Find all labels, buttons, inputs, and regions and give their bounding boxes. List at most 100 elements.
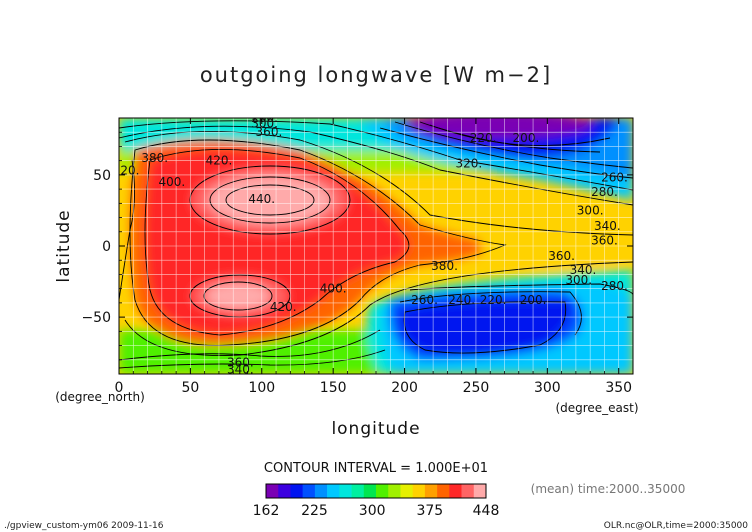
contour-260-south [399,291,582,336]
y-unit-label: (degree_north) [55,390,145,404]
colorbar-swatch [302,484,316,498]
colorbar-swatch [314,484,328,498]
colorbar-swatch [327,484,340,498]
contour-380 [129,139,507,346]
colorbar-tick-label: 375 [416,503,443,519]
contour-label: 380. [141,151,168,165]
colorbar-frame [265,483,487,499]
y-tick-label: 0 [102,239,111,255]
x-tick-label: 50 [181,380,199,396]
x-tick-label: 100 [248,380,275,396]
contour-320-north [119,120,633,191]
contour-label: 200. [513,131,540,145]
contour-label: 220. [470,131,497,145]
contour-label: 380. [431,259,458,273]
contour-label: 240. [448,293,475,307]
chart-title: outgoing longwave [W m−2] [200,63,552,87]
footer-left: ./gpview_custom-ym06 2009-11-16 [4,521,164,531]
contour-label: 300. [223,371,250,385]
contour-320-south [119,349,386,369]
footer-right: OLR.nc@OLR,time=2000:35000 [604,521,748,531]
x-tick-label: 350 [605,380,632,396]
contour-440-inner [225,184,315,216]
x-tick-label: 0 [115,380,124,396]
contour-440 [209,176,331,224]
contour-label: 220. [480,293,507,307]
contour-label: 340. [570,263,597,277]
y-axis: 50 0 −50 [81,131,633,361]
contour-label: 360. [548,249,575,263]
colorbar-swatch [473,484,487,498]
contour-label: 240. [274,100,301,114]
contour-lines [119,120,633,369]
colorbar-swatch [376,484,389,498]
contour-label: 400. [158,175,185,189]
grid [119,118,633,374]
contour-label: 420. [206,154,233,168]
x-axis: 0 50 100 150 200 250 300 350 [115,118,632,396]
contour-label: 200. [520,293,547,307]
contour-label: 260. [251,105,278,119]
contour-label: 360. [227,356,254,370]
colorbar-swatch [449,484,462,498]
colorbar-ticks: 162 225 300 375 448 [253,503,500,519]
contour-label: 320. [113,164,140,178]
colorbar-swatch [290,484,303,498]
field-east-yellow [480,223,633,267]
colorbar-swatch [363,484,377,498]
contour-label: 260. [411,293,438,307]
colorbar-swatch [461,484,475,498]
y-axis-title: latitude [54,209,74,282]
field-se-darkblue [399,299,571,355]
contour-label: 360. [256,125,283,139]
colorbar-tick-label: 448 [473,503,500,519]
x-tick-label: 200 [391,380,418,396]
x-tick-label: 150 [320,380,347,396]
contour-400 [144,149,410,336]
contour-label: 320. [455,157,482,171]
x-tick-label: 250 [463,380,490,396]
y-tick-label: −50 [81,310,111,326]
contour-label: 340. [594,219,621,233]
contour-320-west [119,159,136,301]
colorbar-swatch [400,484,413,498]
contour-labels: 440.420.400.380.320.420.400.380.320.220.… [113,100,628,385]
x-tick-label: 300 [534,380,561,396]
contour-label: 300. [251,117,278,131]
colorbar-tick-label: 225 [301,503,328,519]
y-tick-label: 50 [93,168,111,184]
colorbar-swatch [339,484,352,498]
x-unit-label: (degree_east) [555,401,638,415]
contour-280-north [394,121,633,169]
colorbar-swatch [388,484,401,498]
colorbar [265,483,487,499]
contour-label: 280. [591,185,618,199]
contour-label: 300. [565,273,592,287]
contour-280-south [409,283,633,296]
x-axis-title: longitude [331,419,420,439]
contour-340-north [119,125,633,206]
colorbar-swatch [437,484,450,498]
field-max-north-inner [208,176,332,224]
colorbar-swatch [266,484,279,498]
contour-label: 280. [266,371,293,385]
field-max-south-inner [206,283,270,309]
mean-time-text: (mean) time:2000..35000 [531,482,686,496]
colorbar-tick-label: 162 [253,503,280,519]
colorbar-swatch [412,484,426,498]
contour-label: 420. [270,300,297,314]
colorbar-swatch [278,484,291,498]
contour-label: 360. [591,233,618,247]
contour-420 [189,165,351,235]
contour-label: 280. [601,279,628,293]
plot-area: 440.420.400.380.320.420.400.380.320.220.… [113,100,633,385]
contour-label: 340. [227,363,254,377]
contour-label: 280. [251,111,278,125]
contour-label: 260. [601,171,628,185]
contour-420-south [203,281,273,311]
contour-label: 440. [248,192,275,206]
colorbar-swatch [351,484,365,498]
colorbar-swatch [424,484,438,498]
contour-label: 400. [320,282,347,296]
